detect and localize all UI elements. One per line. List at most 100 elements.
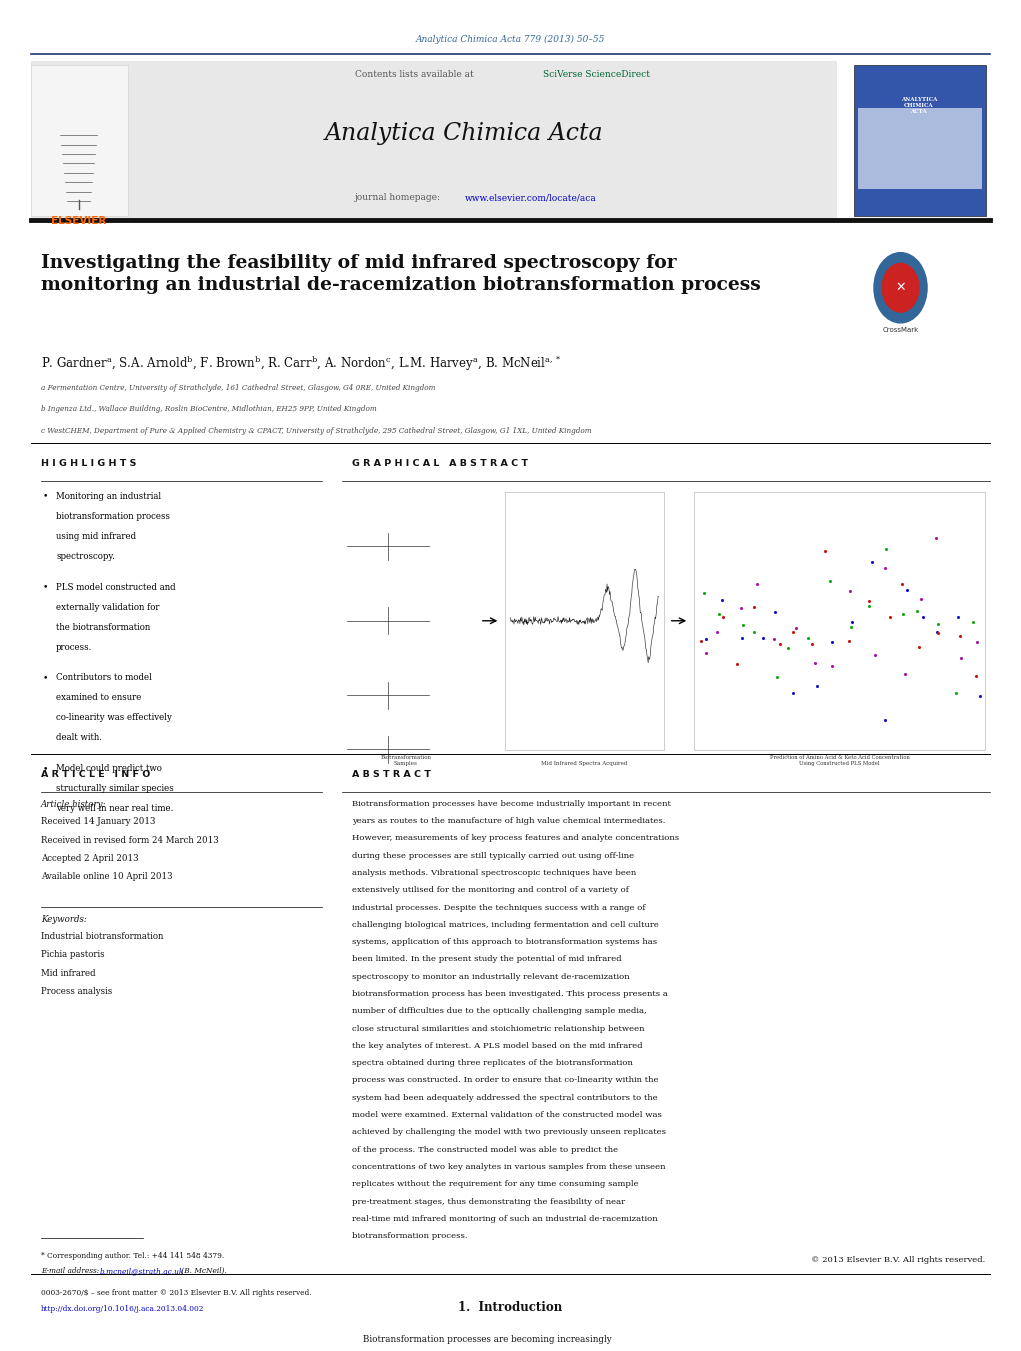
Point [915, 607, 931, 628]
Point [893, 573, 910, 594]
Text: system had been adequately addressed the spectral contributors to the: system had been adequately addressed the… [352, 1094, 658, 1102]
Text: Accepted 2 April 2013: Accepted 2 April 2013 [41, 854, 138, 863]
Text: model were examined. External validation of the constructed model was: model were examined. External validation… [352, 1111, 663, 1119]
Point [842, 580, 859, 601]
Text: Received in revised form 24 March 2013: Received in revised form 24 March 2013 [41, 835, 218, 844]
Text: industrial processes. Despite the techniques success with a range of: industrial processes. Despite the techni… [352, 904, 645, 912]
Text: journal homepage:: journal homepage: [355, 193, 444, 203]
Point [767, 601, 783, 623]
Point [929, 623, 945, 644]
Point [693, 631, 710, 653]
Point [877, 557, 893, 578]
Point [867, 644, 883, 666]
Text: PLS model constructed and: PLS model constructed and [56, 582, 176, 592]
Text: systems, application of this approach to biotransformation systems has: systems, application of this approach to… [352, 938, 658, 946]
Point [913, 588, 929, 609]
Text: (B. McNeil).: (B. McNeil). [179, 1267, 227, 1275]
Text: very well in near real time.: very well in near real time. [56, 804, 174, 813]
Bar [505, 492, 664, 750]
Text: However, measurements of key process features and analyte concentrations: However, measurements of key process fea… [352, 835, 679, 843]
Point [822, 570, 838, 592]
Point [824, 655, 840, 677]
Text: using mid infrared: using mid infrared [56, 532, 136, 540]
Text: real-time mid infrared monitoring of such an industrial de-racemization: real-time mid infrared monitoring of suc… [352, 1215, 658, 1223]
Point [755, 628, 771, 650]
Point [748, 573, 765, 594]
Circle shape [882, 263, 919, 312]
Text: •: • [43, 582, 48, 592]
Circle shape [874, 253, 927, 323]
Text: challenging biological matrices, including fermentation and cell culture: challenging biological matrices, includi… [352, 921, 660, 929]
Point [733, 597, 749, 619]
Text: Investigating the feasibility of mid infrared spectroscopy for
monitoring an ind: Investigating the feasibility of mid inf… [41, 254, 761, 295]
Text: biotransformation process has been investigated. This process presents a: biotransformation process has been inves… [352, 990, 668, 998]
Text: Contents lists available at: Contents lists available at [355, 70, 477, 80]
Point [785, 682, 801, 704]
Point [972, 685, 988, 707]
Text: dealt with.: dealt with. [56, 734, 102, 742]
Text: number of difficulties due to the optically challenging sample media,: number of difficulties due to the optica… [352, 1008, 647, 1016]
Point [898, 578, 915, 600]
Text: b.mcneil@strath.ac.uk: b.mcneil@strath.ac.uk [100, 1267, 185, 1275]
Text: of the process. The constructed model was able to predict the: of the process. The constructed model wa… [352, 1146, 619, 1154]
Text: close structural similarities and stoichiometric relationship between: close structural similarities and stoich… [352, 1024, 644, 1032]
Point [896, 663, 913, 685]
Point [844, 612, 861, 634]
Text: CrossMark: CrossMark [882, 327, 919, 332]
Text: process.: process. [56, 643, 93, 651]
Text: Analytica Chimica Acta 779 (2013) 50–55: Analytica Chimica Acta 779 (2013) 50–55 [416, 35, 605, 45]
Point [909, 600, 925, 621]
Point [861, 594, 877, 616]
Text: Received 14 January 2013: Received 14 January 2013 [41, 817, 155, 827]
Point [746, 621, 763, 643]
Text: SciVerse ScienceDirect: SciVerse ScienceDirect [543, 70, 650, 80]
Text: H I G H L I G H T S: H I G H L I G H T S [41, 459, 136, 469]
Text: spectroscopy.: spectroscopy. [56, 551, 115, 561]
Text: http://dx.doi.org/10.1016/j.aca.2013.04.002: http://dx.doi.org/10.1016/j.aca.2013.04.… [41, 1305, 204, 1313]
Text: the key analytes of interest. A PLS model based on the mid infrared: the key analytes of interest. A PLS mode… [352, 1042, 643, 1050]
Bar [31, 65, 128, 216]
Point [817, 540, 833, 562]
Point [930, 613, 946, 635]
Text: Prediction of Amino Acid & Keto Acid Concentration
Using Constructed PLS Model: Prediction of Amino Acid & Keto Acid Con… [770, 755, 910, 766]
Text: ELSEVIER: ELSEVIER [51, 216, 106, 226]
Bar [854, 65, 986, 216]
Text: a Fermentation Centre, University of Strathclyde, 161 Cathedral Street, Glasgow,: a Fermentation Centre, University of Str… [41, 384, 435, 392]
Text: * Corresponding author. Tel.: +44 141 548 4379.: * Corresponding author. Tel.: +44 141 54… [41, 1252, 224, 1260]
Text: extensively utilised for the monitoring and control of a variety of: extensively utilised for the monitoring … [352, 886, 629, 894]
Text: concentrations of two key analytes in various samples from these unseen: concentrations of two key analytes in va… [352, 1163, 666, 1171]
Text: E-mail address:: E-mail address: [41, 1267, 101, 1275]
Text: during these processes are still typically carried out using off-line: during these processes are still typical… [352, 851, 634, 859]
Text: co-linearity was effectively: co-linearity was effectively [56, 713, 172, 723]
Text: Analytica Chimica Acta: Analytica Chimica Acta [326, 122, 603, 145]
Text: Keywords:: Keywords: [41, 915, 87, 924]
Point [842, 616, 859, 638]
Point [953, 647, 969, 669]
Point [911, 636, 927, 658]
Bar [858, 108, 982, 189]
Point [696, 582, 713, 604]
Text: externally validation for: externally validation for [56, 603, 159, 612]
Point [951, 607, 967, 628]
Point [714, 589, 730, 611]
Text: www.elsevier.com/locate/aca: www.elsevier.com/locate/aca [465, 193, 596, 203]
Point [841, 630, 858, 651]
Text: 0003-2670/$ – see front matter © 2013 Elsevier B.V. All rights reserved.: 0003-2670/$ – see front matter © 2013 El… [41, 1289, 311, 1297]
Point [969, 631, 985, 653]
Point [807, 651, 823, 673]
Text: A R T I C L E   I N F O: A R T I C L E I N F O [41, 770, 150, 780]
Point [861, 590, 877, 612]
Text: •: • [43, 673, 48, 682]
Text: Process analysis: Process analysis [41, 988, 112, 996]
Text: P. Gardner$^{\mathregular{a}}$, S.A. Arnold$^{\mathregular{b}}$, F. Brown$^{\mat: P. Gardner$^{\mathregular{a}}$, S.A. Arn… [41, 354, 562, 373]
Text: •: • [43, 765, 48, 773]
Text: pre-treatment stages, thus demonstrating the feasibility of near: pre-treatment stages, thus demonstrating… [352, 1197, 626, 1205]
Text: Model could predict two: Model could predict two [56, 765, 162, 773]
Text: spectra obtained during three replicates of the biotransformation: spectra obtained during three replicates… [352, 1059, 633, 1067]
Text: years as routes to the manufacture of high value chemical intermediates.: years as routes to the manufacture of hi… [352, 817, 666, 825]
Text: replicates without the requirement for any time consuming sample: replicates without the requirement for a… [352, 1181, 639, 1189]
Text: ✕: ✕ [895, 281, 906, 295]
Text: •: • [43, 492, 48, 501]
Point [965, 611, 981, 632]
Text: spectroscopy to monitor an industrially relevant de-racemization: spectroscopy to monitor an industrially … [352, 973, 630, 981]
